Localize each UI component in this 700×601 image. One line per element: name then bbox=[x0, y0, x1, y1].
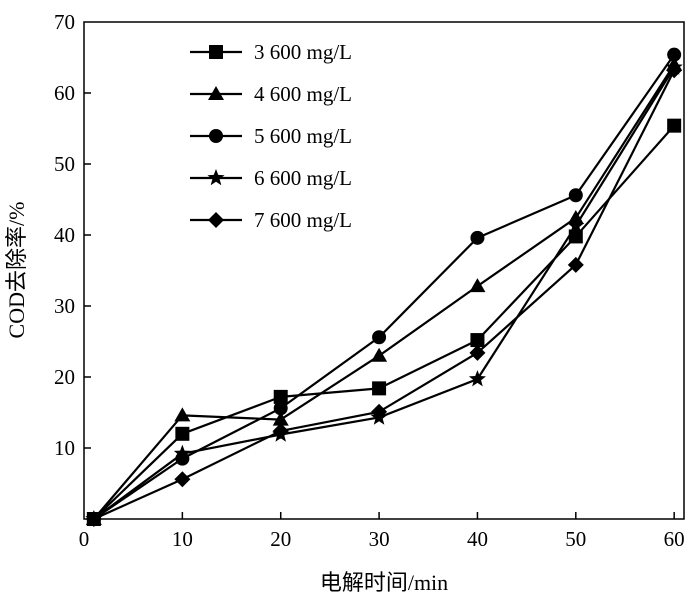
x-axis-label: 电解时间/min bbox=[320, 570, 448, 595]
y-tick-label: 10 bbox=[54, 436, 75, 460]
legend-label: 4 600 mg/L bbox=[254, 82, 352, 106]
data-point-diamond-marker bbox=[85, 511, 102, 527]
legend-diamond-marker bbox=[208, 212, 224, 228]
y-tick-label: 30 bbox=[54, 294, 75, 318]
legend-label: 3 600 mg/L bbox=[254, 40, 352, 64]
data-point-circle-marker bbox=[470, 230, 485, 245]
data-point-star-marker bbox=[468, 370, 486, 387]
data-point-diamond-marker bbox=[272, 422, 289, 439]
legend-label: 6 600 mg/L bbox=[254, 166, 352, 190]
data-point-circle-marker bbox=[372, 330, 387, 345]
data-point-square-marker bbox=[273, 389, 288, 404]
legend-square-marker bbox=[209, 45, 223, 59]
series-3-600-mg-l bbox=[86, 118, 682, 526]
data-point-star-marker bbox=[173, 444, 191, 461]
legend-circle-marker bbox=[209, 129, 223, 143]
data-point-diamond-marker bbox=[469, 344, 486, 361]
data-point-square-marker bbox=[372, 381, 387, 396]
x-axis-ticks: 0 10 20 30 40 50 60 bbox=[79, 512, 685, 551]
x-tick-label: 30 bbox=[369, 527, 390, 551]
y-tick-label: 20 bbox=[54, 365, 75, 389]
data-point-square-marker bbox=[175, 426, 190, 441]
x-tick-label: 50 bbox=[565, 527, 586, 551]
data-point-diamond-marker bbox=[371, 403, 388, 420]
data-point-star-marker bbox=[567, 216, 585, 234]
data-point-triangle-marker bbox=[174, 407, 191, 422]
x-tick-label: 0 bbox=[79, 527, 90, 551]
legend-label: 5 600 mg/L bbox=[254, 124, 352, 148]
legend: 3 600 mg/L 4 600 mg/L 5 600 mg/L 6 600 mg/L… bbox=[190, 40, 352, 232]
y-tick-label: 60 bbox=[54, 81, 75, 105]
data-point-circle-marker bbox=[568, 188, 583, 203]
series-7-600-mg-l bbox=[85, 62, 683, 527]
y-tick-label: 70 bbox=[54, 10, 75, 34]
plot-area-frame bbox=[83, 21, 685, 520]
y-axis-label: COD去除率/% bbox=[4, 202, 29, 339]
series-4-600-mg-l bbox=[85, 56, 683, 525]
y-tick-label: 40 bbox=[54, 223, 75, 247]
legend-star-marker bbox=[207, 169, 225, 186]
data-point-square-marker bbox=[667, 118, 682, 133]
data-point-diamond-marker bbox=[666, 62, 683, 79]
x-tick-label: 40 bbox=[467, 527, 488, 551]
legend-item-3-600-mg-l: 3 600 mg/L bbox=[190, 40, 352, 64]
data-point-diamond-marker bbox=[174, 471, 191, 488]
series-6-600-mg-l bbox=[85, 58, 683, 527]
data-point-square-marker bbox=[470, 333, 485, 348]
legend-item-6-600-mg-l: 6 600 mg/L bbox=[190, 166, 352, 190]
data-point-circle-marker bbox=[667, 47, 682, 62]
data-point-diamond-marker bbox=[567, 256, 584, 273]
data-point-triangle-marker bbox=[469, 278, 486, 293]
data-point-triangle-marker bbox=[371, 347, 388, 362]
data-point-circle-marker bbox=[273, 401, 288, 416]
data-point-triangle-marker bbox=[272, 411, 289, 426]
legend-item-5-600-mg-l: 5 600 mg/L bbox=[190, 124, 352, 148]
y-tick-label: 50 bbox=[54, 152, 75, 176]
legend-item-4-600-mg-l: 4 600 mg/L bbox=[190, 82, 352, 106]
legend-item-7-600-mg-l: 7 600 mg/L bbox=[190, 208, 352, 232]
x-tick-label: 20 bbox=[270, 527, 291, 551]
legend-triangle-marker bbox=[208, 86, 224, 100]
legend-label: 7 600 mg/L bbox=[254, 208, 352, 232]
x-tick-label: 10 bbox=[172, 527, 193, 551]
x-tick-label: 60 bbox=[664, 527, 685, 551]
y-axis-ticks: 10 20 30 40 50 60 70 bbox=[54, 10, 91, 460]
series-5-600-mg-l bbox=[86, 47, 682, 526]
series-layer bbox=[85, 47, 683, 527]
